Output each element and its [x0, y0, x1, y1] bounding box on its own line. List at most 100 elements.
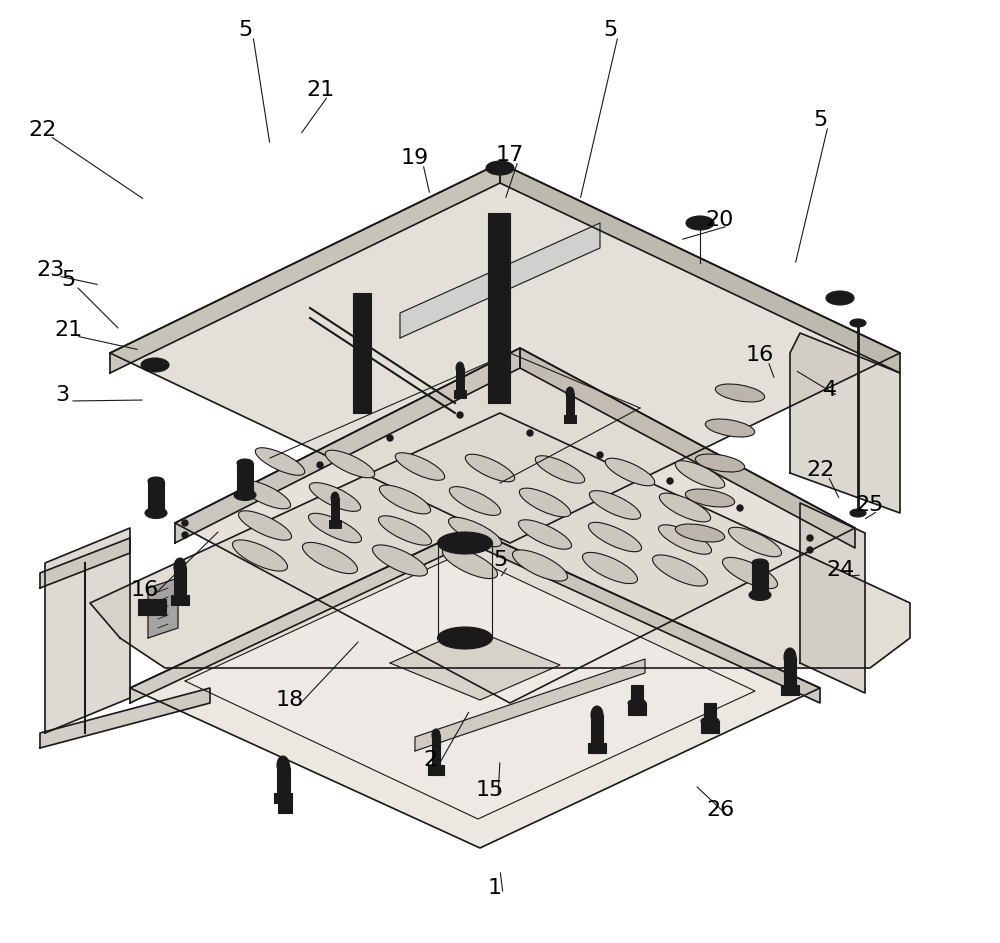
Ellipse shape	[850, 319, 866, 327]
Polygon shape	[470, 528, 820, 703]
Ellipse shape	[239, 480, 291, 509]
Circle shape	[737, 505, 743, 511]
Polygon shape	[40, 688, 210, 748]
Text: 21: 21	[306, 80, 334, 100]
Ellipse shape	[379, 485, 431, 514]
Ellipse shape	[432, 729, 440, 741]
Ellipse shape	[850, 509, 866, 517]
Bar	[277, 765, 289, 793]
Circle shape	[387, 435, 393, 441]
Bar	[148, 481, 164, 513]
Bar	[591, 715, 603, 743]
Bar	[701, 721, 719, 733]
Bar	[564, 415, 576, 423]
Text: 25: 25	[856, 495, 884, 515]
Ellipse shape	[715, 384, 765, 402]
Polygon shape	[110, 163, 900, 543]
Circle shape	[807, 535, 813, 541]
Ellipse shape	[282, 761, 290, 775]
Ellipse shape	[147, 361, 163, 369]
Ellipse shape	[308, 513, 362, 543]
Circle shape	[807, 547, 813, 553]
Ellipse shape	[174, 558, 186, 576]
Ellipse shape	[628, 699, 646, 707]
Circle shape	[247, 490, 253, 496]
Text: 18: 18	[276, 690, 304, 710]
Ellipse shape	[722, 557, 778, 588]
Ellipse shape	[232, 540, 288, 571]
Polygon shape	[790, 333, 900, 513]
Ellipse shape	[277, 756, 289, 774]
Polygon shape	[130, 528, 470, 703]
Ellipse shape	[701, 717, 719, 725]
Polygon shape	[45, 528, 130, 733]
Ellipse shape	[378, 516, 432, 545]
Bar	[237, 463, 253, 495]
Ellipse shape	[372, 545, 428, 576]
Text: 16: 16	[746, 345, 774, 365]
Text: 22: 22	[806, 460, 834, 480]
Ellipse shape	[518, 520, 572, 549]
Ellipse shape	[438, 532, 493, 554]
Ellipse shape	[658, 524, 712, 554]
Bar	[456, 368, 464, 390]
Ellipse shape	[652, 554, 708, 587]
Ellipse shape	[486, 161, 514, 175]
Polygon shape	[175, 348, 855, 703]
Bar	[282, 768, 290, 803]
Text: 20: 20	[706, 210, 734, 230]
Ellipse shape	[449, 487, 501, 516]
Text: 22: 22	[28, 120, 56, 140]
Polygon shape	[130, 528, 820, 848]
Polygon shape	[175, 348, 520, 543]
Ellipse shape	[685, 489, 735, 507]
Ellipse shape	[141, 358, 169, 372]
Ellipse shape	[448, 518, 502, 547]
Ellipse shape	[705, 419, 755, 437]
Circle shape	[317, 462, 323, 468]
Circle shape	[182, 520, 188, 526]
Bar	[278, 803, 292, 813]
Ellipse shape	[519, 488, 571, 517]
Text: 23: 23	[36, 260, 64, 280]
Polygon shape	[800, 503, 865, 693]
Ellipse shape	[591, 706, 603, 724]
Ellipse shape	[234, 489, 256, 501]
Bar	[171, 595, 189, 605]
Ellipse shape	[465, 455, 515, 482]
Text: 5: 5	[813, 110, 827, 130]
Text: 17: 17	[496, 145, 524, 165]
Bar	[781, 685, 799, 695]
Ellipse shape	[302, 542, 358, 573]
Text: 16: 16	[131, 580, 159, 600]
Polygon shape	[185, 553, 755, 819]
Circle shape	[182, 532, 188, 538]
Bar	[566, 393, 574, 415]
Text: 24: 24	[826, 560, 854, 580]
Text: 5: 5	[61, 270, 75, 290]
Polygon shape	[40, 538, 130, 588]
Text: 2: 2	[423, 750, 437, 770]
Text: 26: 26	[706, 800, 734, 820]
Ellipse shape	[309, 483, 361, 511]
Ellipse shape	[695, 454, 745, 472]
Bar	[353, 293, 371, 413]
Ellipse shape	[535, 455, 585, 483]
Ellipse shape	[255, 448, 305, 475]
Circle shape	[457, 412, 463, 418]
Bar	[454, 390, 466, 398]
Text: 5: 5	[493, 550, 507, 570]
Circle shape	[597, 452, 603, 458]
Text: 5: 5	[603, 20, 617, 40]
Ellipse shape	[325, 450, 375, 478]
Bar	[274, 793, 292, 803]
Ellipse shape	[566, 387, 574, 399]
Text: 1: 1	[488, 878, 502, 898]
Ellipse shape	[675, 524, 725, 542]
Ellipse shape	[832, 294, 848, 302]
Ellipse shape	[728, 527, 782, 556]
Ellipse shape	[749, 589, 771, 601]
Text: 21: 21	[54, 320, 82, 340]
Bar	[588, 743, 606, 753]
Bar	[438, 543, 492, 638]
